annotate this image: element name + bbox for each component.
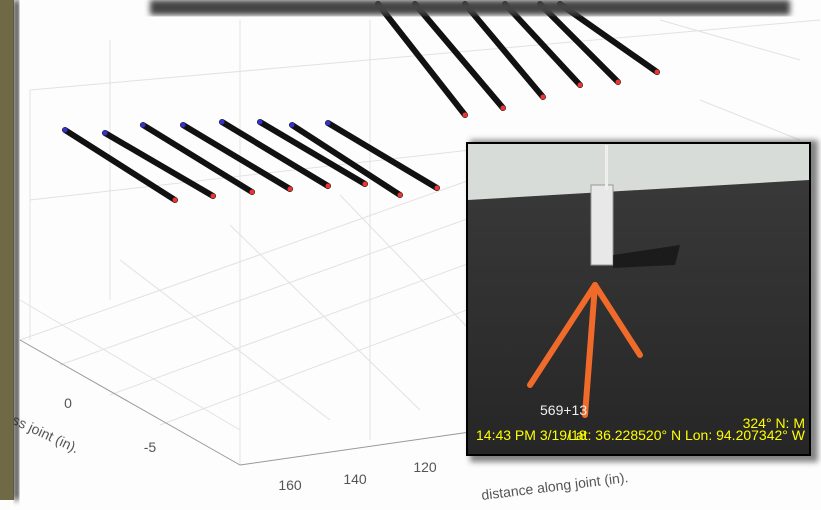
page: 0 -5 160 140 120 ross joint (in). distan… [0,0,821,510]
left-strip [0,0,14,500]
left-shadow [14,0,19,500]
location: Lat: 36.228520° N Lon: 94.207342° W [568,427,806,443]
photo: 569+13 14:43 PM 3/19/18 324° N: M Lat: 3… [467,140,818,462]
figure: 0 -5 160 140 120 ross joint (in). distan… [0,0,821,510]
tick-label: -5 [144,439,157,455]
tick-label: 160 [278,477,302,493]
tick-label: 140 [343,471,367,487]
tick-label: 0 [64,395,72,411]
painted-text: 569+13 [540,402,587,418]
top-bar [150,0,790,15]
tick-label: 120 [413,459,437,475]
